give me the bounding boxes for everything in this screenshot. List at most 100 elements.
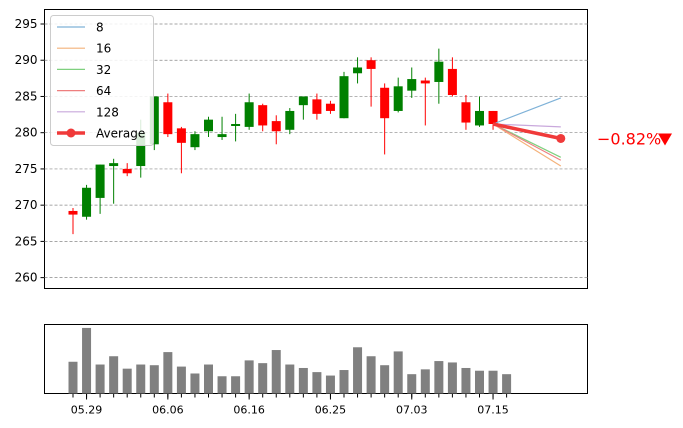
legend-label-avg: Average bbox=[96, 127, 145, 141]
candle-body bbox=[393, 86, 403, 111]
candle-body bbox=[163, 102, 173, 135]
projection-average bbox=[492, 122, 562, 141]
volume-bar bbox=[312, 372, 322, 394]
candle-body bbox=[109, 163, 119, 167]
volume-bar bbox=[325, 375, 335, 394]
volume-bar bbox=[447, 362, 457, 394]
candle-body bbox=[217, 134, 227, 138]
volume-bar bbox=[136, 364, 146, 394]
candle-body bbox=[122, 168, 132, 174]
x-tick-label: 07.03 bbox=[396, 404, 428, 417]
volume-bar bbox=[204, 364, 213, 394]
x-tick-label: 05.29 bbox=[71, 404, 103, 417]
volume-bar bbox=[475, 370, 484, 394]
volume-bar bbox=[176, 366, 186, 394]
price-panel-frame bbox=[44, 9, 588, 289]
volume-bar bbox=[353, 347, 363, 394]
volume-bar bbox=[190, 373, 200, 394]
candle-body bbox=[82, 187, 92, 217]
projection-ma16 bbox=[492, 123, 562, 167]
projection-ma64 bbox=[492, 123, 562, 161]
volume-bar bbox=[122, 368, 132, 394]
candle-body bbox=[339, 76, 349, 119]
y-tick-label: 260 bbox=[15, 271, 38, 285]
candle-body bbox=[136, 132, 146, 167]
volume-bar bbox=[393, 351, 403, 394]
candle-body bbox=[149, 96, 159, 145]
y-tick-label: 275 bbox=[15, 162, 38, 176]
candle-body bbox=[298, 96, 308, 106]
candles bbox=[68, 48, 498, 235]
down-arrow-icon bbox=[658, 133, 672, 146]
volume-bar bbox=[380, 365, 390, 394]
y-tick-label: 280 bbox=[15, 126, 38, 140]
volume-bar bbox=[271, 350, 281, 394]
legend-label-ma32: 32 bbox=[96, 63, 111, 77]
volume-bar bbox=[231, 376, 241, 394]
x-tick-label: 06.16 bbox=[233, 404, 265, 417]
x-tick-label: 07.15 bbox=[477, 404, 509, 417]
projection-ma8 bbox=[492, 97, 562, 125]
projection-ma128 bbox=[493, 123, 561, 128]
volume-bar bbox=[163, 352, 173, 394]
candle-body bbox=[258, 105, 268, 126]
legend: 8 16 32 64 128 Average bbox=[50, 15, 154, 146]
candle-body bbox=[244, 102, 254, 127]
candle-body bbox=[325, 103, 335, 111]
y-tick-label: 270 bbox=[15, 198, 38, 212]
candle-body bbox=[447, 68, 457, 96]
x-ticks: 05.29 06.06 06.16 06.25 07.03 07.15 bbox=[71, 393, 509, 417]
volume-bars bbox=[68, 327, 512, 394]
candle-body bbox=[312, 99, 322, 114]
volume-bar bbox=[461, 367, 471, 394]
volume-bar bbox=[149, 365, 159, 394]
volume-bar bbox=[502, 374, 512, 394]
legend-label-ma128: 128 bbox=[96, 105, 119, 119]
y-tick-label: 265 bbox=[15, 234, 38, 248]
candle-body bbox=[271, 121, 281, 132]
candle-body bbox=[461, 102, 471, 123]
volume-bar bbox=[366, 356, 376, 394]
volume-bar bbox=[488, 370, 498, 394]
candle-body bbox=[366, 60, 376, 69]
legend-label-ma64: 64 bbox=[96, 84, 111, 98]
volume-bar bbox=[82, 327, 92, 394]
y-tick-label: 290 bbox=[15, 53, 38, 67]
candle-body bbox=[204, 119, 213, 132]
candle-body bbox=[231, 123, 241, 126]
candle-body bbox=[420, 80, 430, 84]
volume-bar bbox=[68, 361, 78, 394]
projection-average-marker bbox=[556, 133, 566, 143]
volume-bar bbox=[285, 364, 295, 394]
y-tick-label: 285 bbox=[15, 89, 38, 103]
volume-bar bbox=[244, 360, 254, 394]
volume-bar bbox=[217, 376, 227, 394]
candle-body bbox=[407, 79, 417, 91]
candle-body bbox=[434, 61, 444, 82]
volume-bar bbox=[95, 364, 105, 394]
volume-bar bbox=[420, 369, 430, 394]
volume-bar bbox=[434, 361, 444, 394]
price-y-ticks: 260 265 270 275 280 285 290 295 bbox=[15, 17, 45, 285]
candle-body bbox=[353, 67, 363, 74]
x-tick-label: 06.25 bbox=[315, 404, 347, 417]
legend-marker bbox=[66, 128, 76, 138]
legend-label-ma16: 16 bbox=[96, 42, 111, 56]
volume-bar bbox=[339, 370, 349, 394]
candle-body bbox=[68, 210, 78, 215]
candle-body bbox=[190, 134, 200, 148]
candle-body bbox=[475, 110, 484, 126]
candle-body bbox=[95, 164, 105, 198]
volume-bar bbox=[298, 367, 308, 394]
volume-bar bbox=[407, 374, 417, 394]
volume-bar bbox=[109, 356, 119, 394]
volume-bar bbox=[258, 363, 268, 394]
x-tick-label: 06.06 bbox=[152, 404, 184, 417]
y-tick-label: 295 bbox=[15, 17, 38, 31]
projection-lines bbox=[492, 97, 566, 167]
candle-body bbox=[176, 128, 186, 143]
price-panel: 260 265 270 275 280 285 290 295 8 16 32 64 128 Avera… bbox=[15, 9, 588, 289]
change-label: −0.82% bbox=[597, 129, 661, 148]
candle-body bbox=[488, 110, 498, 124]
